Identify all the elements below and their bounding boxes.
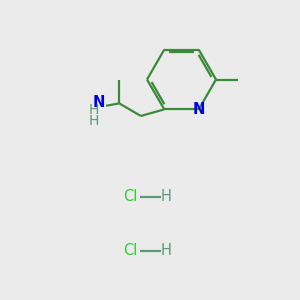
Text: H: H <box>89 114 99 128</box>
Text: Cl: Cl <box>123 243 138 258</box>
Text: N: N <box>193 102 205 117</box>
Text: N: N <box>93 95 105 110</box>
Text: H: H <box>161 189 172 204</box>
Text: Cl: Cl <box>123 189 138 204</box>
Text: H: H <box>161 243 172 258</box>
Text: H: H <box>89 103 99 117</box>
